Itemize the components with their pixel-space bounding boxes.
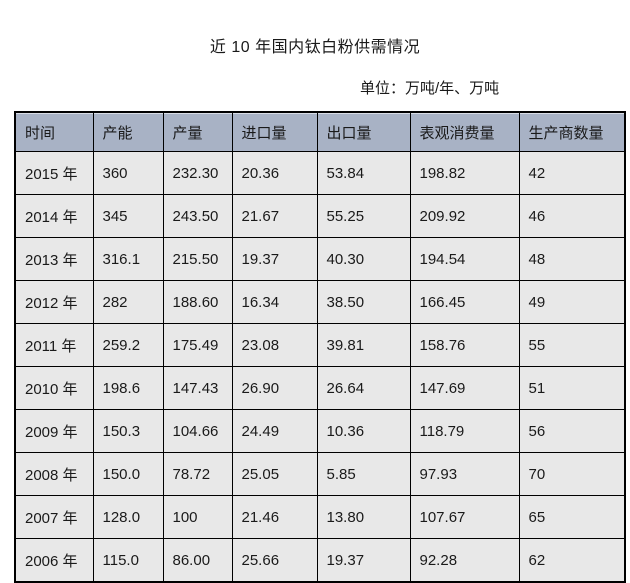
column-header: 表观消费量	[409, 111, 520, 152]
year-cell: 2006 年	[14, 538, 94, 583]
table-cell: 10.36	[316, 409, 411, 453]
table-cell: 243.50	[162, 194, 233, 238]
year-cell: 2013 年	[14, 237, 94, 281]
supply-demand-table: 时间 产能 产量 进口量 出口量 表观消费量 生产商数量 2015 年 360 232.30 20…	[14, 111, 626, 583]
column-header: 出口量	[316, 111, 411, 152]
table-cell: 38.50	[316, 280, 411, 324]
header-row: 时间 产能 产量 进口量 出口量 表观消费量 生产商数量	[14, 111, 626, 152]
table-row: 2013 年 316.1 215.50 19.37 40.30 194.54 48	[14, 237, 626, 281]
table-row: 2011 年 259.2 175.49 23.08 39.81 158.76 55	[14, 323, 626, 367]
table-cell: 51	[518, 366, 626, 410]
column-header: 时间	[14, 111, 94, 152]
table-cell: 97.93	[409, 452, 520, 496]
table-cell: 23.08	[231, 323, 318, 367]
table-cell: 282	[92, 280, 164, 324]
year-cell: 2015 年	[14, 151, 94, 195]
table-cell: 5.85	[316, 452, 411, 496]
table-cell: 65	[518, 495, 626, 539]
year-cell: 2008 年	[14, 452, 94, 496]
table-row: 2009 年 150.3 104.66 24.49 10.36 118.79 56	[14, 409, 626, 453]
table-cell: 13.80	[316, 495, 411, 539]
column-header: 产能	[92, 111, 164, 152]
table-cell: 104.66	[162, 409, 233, 453]
column-header: 产量	[162, 111, 233, 152]
table-cell: 55	[518, 323, 626, 367]
table-cell: 24.49	[231, 409, 318, 453]
column-header: 进口量	[231, 111, 318, 152]
table-cell: 215.50	[162, 237, 233, 281]
table-cell: 21.46	[231, 495, 318, 539]
table-cell: 48	[518, 237, 626, 281]
table-cell: 150.3	[92, 409, 164, 453]
table-cell: 70	[518, 452, 626, 496]
table-cell: 16.34	[231, 280, 318, 324]
table-cell: 62	[518, 538, 626, 583]
table-cell: 19.37	[231, 237, 318, 281]
table-cell: 55.25	[316, 194, 411, 238]
table-cell: 26.90	[231, 366, 318, 410]
table-cell: 46	[518, 194, 626, 238]
year-cell: 2011 年	[14, 323, 94, 367]
table-cell: 194.54	[409, 237, 520, 281]
table-cell: 86.00	[162, 538, 233, 583]
table-row: 2015 年 360 232.30 20.36 53.84 198.82 42	[14, 151, 626, 195]
table-row: 2012 年 282 188.60 16.34 38.50 166.45 49	[14, 280, 626, 324]
table-cell: 345	[92, 194, 164, 238]
table-cell: 53.84	[316, 151, 411, 195]
table-cell: 198.6	[92, 366, 164, 410]
table-cell: 158.76	[409, 323, 520, 367]
table-cell: 19.37	[316, 538, 411, 583]
year-cell: 2010 年	[14, 366, 94, 410]
page-title: 近 10 年国内钛白粉供需情况	[209, 39, 421, 56]
unit-note: 单位：万吨/年、万吨	[360, 80, 500, 97]
table-row: 2007 年 128.0 100 21.46 13.80 107.67 65	[14, 495, 626, 539]
table-cell: 21.67	[231, 194, 318, 238]
year-cell: 2007 年	[14, 495, 94, 539]
year-cell: 2009 年	[14, 409, 94, 453]
table-row: 2006 年 115.0 86.00 25.66 19.37 92.28 62	[14, 538, 626, 583]
table-cell: 115.0	[92, 538, 164, 583]
year-cell: 2012 年	[14, 280, 94, 324]
table-cell: 92.28	[409, 538, 520, 583]
table-row: 2014 年 345 243.50 21.67 55.25 209.92 46	[14, 194, 626, 238]
table-cell: 49	[518, 280, 626, 324]
table-cell: 188.60	[162, 280, 233, 324]
table-cell: 40.30	[316, 237, 411, 281]
table-cell: 166.45	[409, 280, 520, 324]
table-cell: 360	[92, 151, 164, 195]
table-cell: 56	[518, 409, 626, 453]
table-cell: 316.1	[92, 237, 164, 281]
table-cell: 147.43	[162, 366, 233, 410]
table-cell: 259.2	[92, 323, 164, 367]
table-cell: 232.30	[162, 151, 233, 195]
table-cell: 20.36	[231, 151, 318, 195]
table-cell: 100	[162, 495, 233, 539]
table-cell: 128.0	[92, 495, 164, 539]
table-cell: 198.82	[409, 151, 520, 195]
table-cell: 42	[518, 151, 626, 195]
table-cell: 25.66	[231, 538, 318, 583]
table-cell: 118.79	[409, 409, 520, 453]
table-row: 2010 年 198.6 147.43 26.90 26.64 147.69 51	[14, 366, 626, 410]
table-cell: 26.64	[316, 366, 411, 410]
table-cell: 150.0	[92, 452, 164, 496]
table-cell: 209.92	[409, 194, 520, 238]
table-row: 2008 年 150.0 78.72 25.05 5.85 97.93 70	[14, 452, 626, 496]
table-cell: 175.49	[162, 323, 233, 367]
table-cell: 78.72	[162, 452, 233, 496]
table-cell: 147.69	[409, 366, 520, 410]
column-header: 生产商数量	[518, 111, 626, 152]
year-cell: 2014 年	[14, 194, 94, 238]
table-cell: 107.67	[409, 495, 520, 539]
table-cell: 25.05	[231, 452, 318, 496]
table-cell: 39.81	[316, 323, 411, 367]
